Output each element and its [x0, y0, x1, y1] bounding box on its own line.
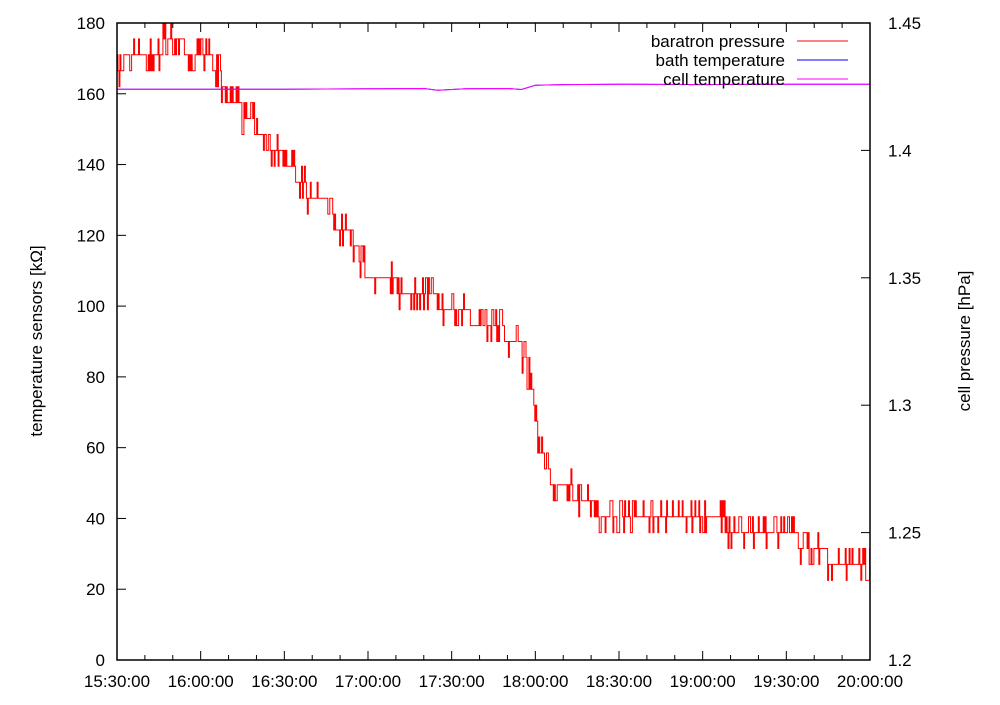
y-right-tick-label: 1.4	[888, 141, 912, 160]
x-tick-label: 18:30:00	[586, 672, 652, 691]
x-tick-label: 16:30:00	[251, 672, 317, 691]
y-right-tick-label: 1.2	[888, 651, 912, 670]
x-tick-label: 17:30:00	[419, 672, 485, 691]
y-left-tick-label: 160	[77, 85, 105, 104]
x-tick-label: 15:30:00	[84, 672, 150, 691]
x-tick-label: 19:00:00	[670, 672, 736, 691]
y-left-tick-label: 40	[86, 509, 105, 528]
x-tick-label: 16:00:00	[168, 672, 234, 691]
x-tick-label: 18:00:00	[502, 672, 568, 691]
y-left-tick-label: 0	[96, 651, 105, 670]
series-layer	[117, 22, 871, 581]
y-right-tick-label: 1.3	[888, 396, 912, 415]
y-left-tick-label: 60	[86, 439, 105, 458]
y-axis-right-label: cell pressure [hPa]	[955, 271, 974, 412]
y-right-tick-label: 1.25	[888, 524, 921, 543]
y-axis-left-label: temperature sensors [kΩ]	[27, 245, 46, 436]
y-right-tick-label: 1.35	[888, 269, 921, 288]
y-right-tick-label: 1.45	[888, 14, 921, 33]
legend-label: cell temperature	[663, 70, 785, 89]
y-left-tick-label: 180	[77, 14, 105, 33]
series-line-baratron-pressure	[117, 22, 871, 581]
y-left-tick-label: 80	[86, 368, 105, 387]
legend-label: bath temperature	[656, 51, 785, 70]
x-tick-label: 19:30:00	[753, 672, 819, 691]
plot-frame	[116, 22, 871, 661]
legend-label: baratron pressure	[651, 32, 785, 51]
y-left-tick-label: 120	[77, 226, 105, 245]
series-line-cell-temperature	[117, 83, 870, 91]
y-left-tick-label: 100	[77, 297, 105, 316]
x-tick-label: 20:00:00	[837, 672, 903, 691]
ticks: 15:30:00 16:00:00 16:30:00 17:00:00 17:30:00…	[77, 14, 921, 691]
x-tick-label: 17:00:00	[335, 672, 401, 691]
y-left-tick-label: 20	[86, 580, 105, 599]
y-left-tick-label: 140	[77, 156, 105, 175]
